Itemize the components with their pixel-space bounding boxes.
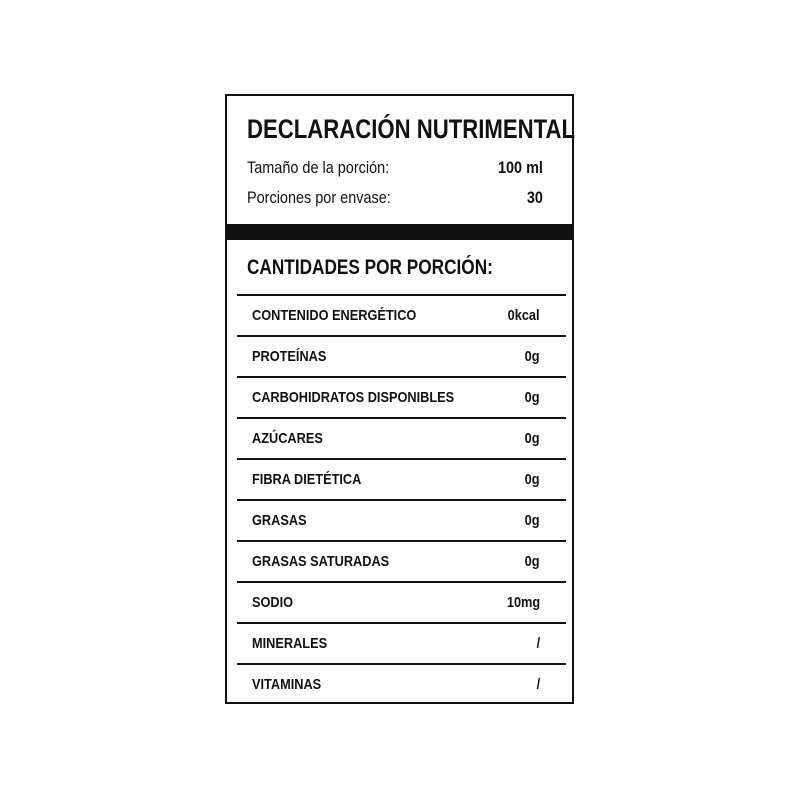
nutrient-name: FIBRA DIETÉTICA xyxy=(252,471,362,488)
nutrient-value: 0g xyxy=(525,512,540,529)
nutrient-row: GRASAS SATURADAS 0g xyxy=(237,540,566,581)
nutrient-name: CARBOHIDRATOS DISPONIBLES xyxy=(252,389,455,406)
serving-row: Tamaño de la porción: 100 ml xyxy=(247,158,543,178)
nutrient-name: MINERALES xyxy=(252,635,328,652)
nutrient-name: SODIO xyxy=(252,594,294,611)
nutrient-name: VITAMINAS xyxy=(252,676,322,693)
divider-bar xyxy=(227,224,572,240)
nutrient-value: 0kcal xyxy=(508,307,540,324)
nutrient-row: VITAMINAS / xyxy=(237,663,566,704)
nutrient-value: 10mg xyxy=(506,594,540,611)
nutrient-row: AZÚCARES 0g xyxy=(237,417,566,458)
portions-label: Porciones por envase: xyxy=(247,188,391,207)
nutrient-value: 0g xyxy=(525,430,540,447)
nutrient-row: CONTENIDO ENERGÉTICO 0kcal xyxy=(237,294,566,335)
table-title: CANTIDADES POR PORCIÓN: xyxy=(247,256,493,279)
nutrient-row: FIBRA DIETÉTICA 0g xyxy=(237,458,566,499)
nutrient-value: / xyxy=(536,676,540,693)
serving-label: Tamaño de la porción: xyxy=(247,158,390,177)
nutrient-value: 0g xyxy=(525,389,540,406)
nutrient-name: AZÚCARES xyxy=(252,430,323,447)
rows: CONTENIDO ENERGÉTICO 0kcal PROTEÍNAS 0g CARB… xyxy=(237,294,566,704)
nutrition-label: DECLARACIÓN NUTRIMENTAL Tamaño de la por… xyxy=(225,94,575,704)
nutrient-row: SODIO 10mg xyxy=(237,581,566,622)
serving-value: 100 ml xyxy=(498,158,543,177)
nutrient-row: CARBOHIDRATOS DISPONIBLES 0g xyxy=(237,376,566,417)
title: DECLARACIÓN NUTRIMENTAL xyxy=(247,114,575,144)
nutrient-row: MINERALES / xyxy=(237,622,566,663)
nutrient-name: PROTEÍNAS xyxy=(252,348,327,365)
nutrient-row: PROTEÍNAS 0g xyxy=(237,335,566,376)
nutrient-name: GRASAS SATURADAS xyxy=(252,553,390,570)
nutrient-value: 0g xyxy=(525,348,540,365)
nutrient-name: GRASAS xyxy=(252,512,307,529)
portions-row: Porciones por envase: 30 xyxy=(247,188,543,208)
nutrient-row: GRASAS 0g xyxy=(237,499,566,540)
nutrient-value: 0g xyxy=(525,471,540,488)
portions-value: 30 xyxy=(526,188,543,207)
nutrient-value: / xyxy=(536,635,540,652)
nutrient-name: CONTENIDO ENERGÉTICO xyxy=(252,307,417,324)
nutrient-value: 0g xyxy=(525,553,540,570)
